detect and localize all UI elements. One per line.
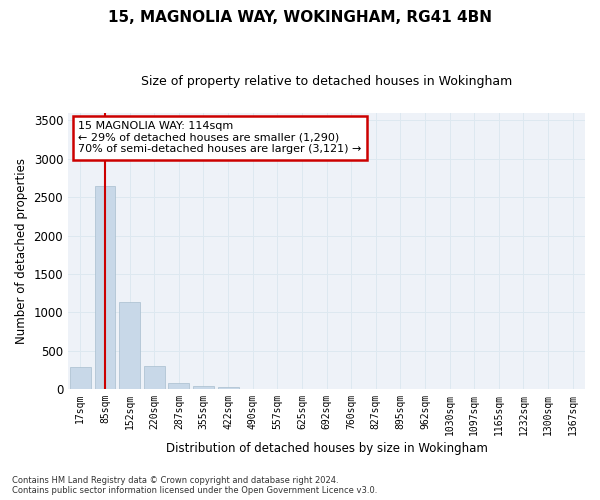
X-axis label: Distribution of detached houses by size in Wokingham: Distribution of detached houses by size … (166, 442, 487, 455)
Bar (218, 387, 239, 389)
Bar (144, 366, 164, 389)
Title: Size of property relative to detached houses in Wokingham: Size of property relative to detached ho… (141, 75, 512, 88)
Text: Contains HM Land Registry data © Crown copyright and database right 2024.
Contai: Contains HM Land Registry data © Crown c… (12, 476, 377, 495)
Bar (95, 186, 115, 389)
Bar (169, 382, 189, 389)
Bar (119, 302, 140, 389)
Text: 15 MAGNOLIA WAY: 114sqm
← 29% of detached houses are smaller (1,290)
70% of semi: 15 MAGNOLIA WAY: 114sqm ← 29% of detache… (79, 121, 362, 154)
Y-axis label: Number of detached properties: Number of detached properties (15, 158, 28, 344)
Bar (70, 367, 91, 389)
Bar (193, 386, 214, 389)
Text: 15, MAGNOLIA WAY, WOKINGHAM, RG41 4BN: 15, MAGNOLIA WAY, WOKINGHAM, RG41 4BN (108, 10, 492, 25)
